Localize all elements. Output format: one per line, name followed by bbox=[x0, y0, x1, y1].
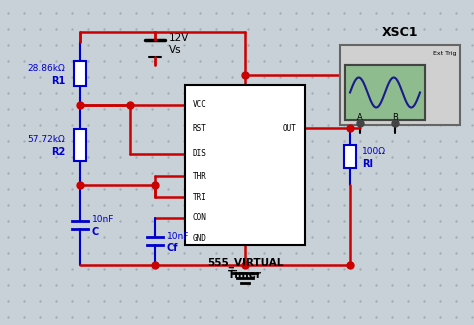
Bar bbox=[74, 129, 86, 161]
Text: C: C bbox=[92, 227, 99, 237]
Text: XSC1: XSC1 bbox=[382, 27, 418, 40]
Text: OUT: OUT bbox=[283, 124, 297, 133]
Bar bbox=[185, 85, 305, 245]
Text: TRI: TRI bbox=[193, 192, 207, 202]
Text: A: A bbox=[357, 112, 363, 122]
Text: CON: CON bbox=[193, 213, 207, 222]
Text: R1: R1 bbox=[51, 75, 65, 85]
Text: 12V: 12V bbox=[169, 33, 190, 43]
Bar bbox=[74, 61, 86, 86]
Text: RST: RST bbox=[193, 124, 207, 133]
Text: 555_VIRTUAL: 555_VIRTUAL bbox=[207, 258, 283, 268]
Bar bbox=[344, 145, 356, 168]
Text: R2: R2 bbox=[51, 147, 65, 157]
Bar bbox=[340, 45, 460, 125]
Text: Cf: Cf bbox=[167, 243, 179, 254]
Text: 10nF: 10nF bbox=[92, 215, 114, 225]
Text: 57.72kΩ: 57.72kΩ bbox=[27, 136, 65, 145]
Bar bbox=[345, 65, 425, 120]
Text: 10nF: 10nF bbox=[167, 232, 190, 241]
Text: Rl: Rl bbox=[362, 159, 373, 169]
Text: VCC: VCC bbox=[193, 100, 207, 109]
Text: THR: THR bbox=[193, 172, 207, 181]
Text: B: B bbox=[392, 112, 398, 122]
Bar bbox=[345, 65, 425, 120]
Text: 28.86kΩ: 28.86kΩ bbox=[27, 64, 65, 73]
Text: Ext Trig: Ext Trig bbox=[433, 50, 457, 56]
Text: GND: GND bbox=[193, 234, 207, 243]
Text: DIS: DIS bbox=[193, 149, 207, 158]
Text: Vs: Vs bbox=[169, 45, 182, 55]
Text: 100Ω: 100Ω bbox=[362, 147, 386, 156]
Text: Timer: Timer bbox=[228, 270, 262, 280]
